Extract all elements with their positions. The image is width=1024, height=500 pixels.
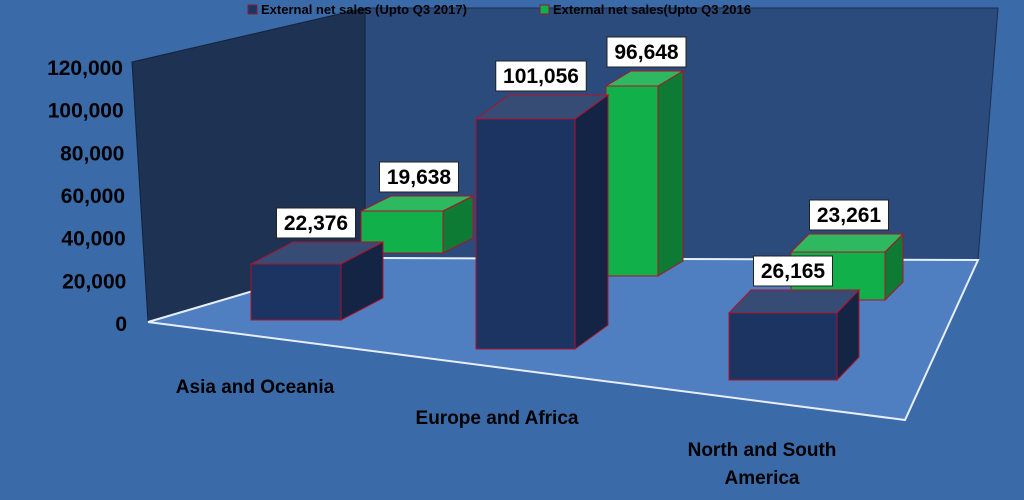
bar-side-face: [574, 94, 609, 350]
data-label-text: 22,376: [284, 212, 348, 235]
bar: [474, 94, 610, 350]
bar-group: [250, 70, 905, 382]
category-label: Europe and Africa: [416, 408, 579, 429]
data-label: 26,165: [753, 255, 833, 287]
data-label-box: [809, 199, 889, 231]
data-label: 19,638: [379, 161, 459, 193]
bar-front-face: [475, 118, 576, 350]
data-label-group: 19,638 22,376 96,648 101,056 23,261 26,165: [276, 36, 889, 287]
y-tick-label: 0: [115, 313, 127, 336]
y-tick-label: 40,000: [61, 228, 125, 251]
bar-front-face: [605, 85, 659, 277]
data-label-box: [379, 161, 459, 193]
bar-front-face: [728, 312, 838, 381]
data-label-text: 23,261: [817, 204, 882, 227]
legend-label: External net sales(Upto Q3 2016: [553, 2, 751, 17]
legend-label: External net sales (Upto Q3 2017): [261, 2, 467, 17]
bar-top-face: [789, 233, 905, 253]
data-label-box: [753, 255, 833, 287]
bar: [727, 288, 861, 382]
bar: [604, 70, 685, 277]
bar-top-face: [727, 289, 861, 314]
category-label: North and South America: [688, 440, 837, 489]
data-label: 101,056: [495, 60, 587, 92]
legend-item: External net sales (Upto Q3 2017): [247, 2, 467, 17]
y-tick-label: 120,000: [47, 57, 123, 80]
data-label: 22,376: [276, 207, 356, 239]
legend-swatch: [247, 4, 258, 15]
y-tick-label: 60,000: [61, 185, 125, 208]
data-label-text: 19,638: [387, 166, 452, 189]
data-label-box: [606, 36, 687, 68]
data-label-box: [495, 60, 587, 92]
data-label-box: [276, 207, 356, 239]
data-label: 96,648: [606, 36, 687, 68]
data-label-text: 96,648: [614, 41, 679, 64]
legend-swatch: [539, 4, 550, 15]
category-label: Asia and Oceania: [176, 377, 335, 398]
y-tick-label: 20,000: [62, 270, 126, 293]
data-label: 23,261: [809, 199, 889, 231]
y-axis: 0 20,000 40,000 60,000 80,000 100,000 120,000: [47, 57, 127, 336]
bar-front-face: [250, 263, 342, 321]
legend-item: External net sales(Upto Q3 2016: [539, 2, 751, 17]
data-label-text: 101,056: [503, 65, 579, 88]
y-tick-label: 80,000: [60, 142, 124, 165]
bar-side-face: [657, 70, 684, 277]
bar: [250, 241, 384, 321]
data-label-text: 26,165: [761, 260, 826, 283]
legend: External net sales (Upto Q3 2017) Externa…: [247, 2, 751, 17]
y-tick-label: 100,000: [48, 100, 124, 123]
category-axis: Asia and Oceania Europe and Africa North a…: [176, 377, 837, 489]
